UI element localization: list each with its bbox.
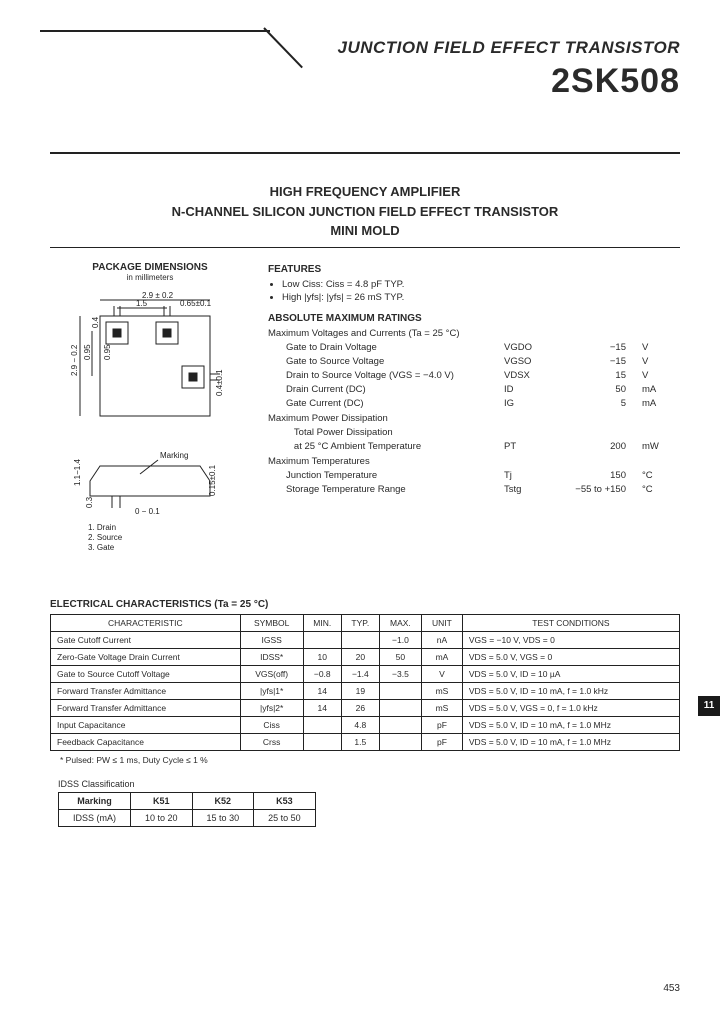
cls-row-label: IDSS (mA)	[59, 809, 131, 826]
mid-section: PACKAGE DIMENSIONS in millimeters	[50, 262, 680, 569]
svg-text:0 − 0.1: 0 − 0.1	[135, 507, 160, 516]
page-number: 453	[663, 983, 680, 994]
cls-col-header: K53	[254, 792, 316, 809]
table-row: Gate to Source Cutoff VoltageVGS(off)−0.…	[51, 665, 680, 682]
classification-table: MarkingK51K52K53 IDSS (mA)10 to 2015 to …	[58, 792, 316, 827]
elec-col-header: TEST CONDITIONS	[462, 614, 679, 631]
subtitle-rule	[50, 247, 680, 248]
amr-voltages-table: Gate to Drain VoltageVGDO−15VGate to Sou…	[268, 341, 680, 411]
subtitle: HIGH FREQUENCY AMPLIFIER N-CHANNEL SILIC…	[50, 182, 680, 241]
feature-item: High |yfs|: |yfs| = 26 mS TYP.	[282, 292, 680, 303]
elec-col-header: CHARACTERISTIC	[51, 614, 241, 631]
spec-column: FEATURES Low Ciss: Ciss = 4.8 pF TYP. Hi…	[268, 262, 680, 569]
svg-text:2.9 − 0.2: 2.9 − 0.2	[70, 344, 79, 376]
elec-col-header: MAX.	[379, 614, 421, 631]
amr-heading: ABSOLUTE MAXIMUM RATINGS	[268, 313, 680, 324]
svg-text:0.4: 0.4	[91, 316, 100, 328]
features-list: Low Ciss: Ciss = 4.8 pF TYP. High |yfs|:…	[268, 279, 680, 303]
table-row: Zero-Gate Voltage Drain CurrentIDSS*1020…	[51, 648, 680, 665]
svg-text:0.15±0.1: 0.15±0.1	[208, 464, 217, 496]
svg-text:0.4±0.1: 0.4±0.1	[215, 368, 224, 395]
elec-table: CHARACTERISTICSYMBOLMIN.TYP.MAX.UNITTEST…	[50, 614, 680, 751]
cls-cell: 25 to 50	[254, 809, 316, 826]
header-decoration	[40, 30, 270, 78]
svg-text:3. Gate: 3. Gate	[88, 543, 115, 552]
svg-text:1.5: 1.5	[136, 299, 148, 308]
subtitle-line-1: HIGH FREQUENCY AMPLIFIER	[50, 182, 680, 202]
elec-col-header: MIN.	[303, 614, 341, 631]
svg-text:0.65±0.1: 0.65±0.1	[180, 299, 212, 308]
cls-cell: 15 to 30	[192, 809, 254, 826]
svg-text:0.95: 0.95	[103, 343, 112, 359]
table-row: Gate Cutoff CurrentIGSS−1.0nAVGS = −10 V…	[51, 631, 680, 648]
elec-heading: ELECTRICAL CHARACTERISTICS (Ta = 25 °C)	[50, 599, 680, 610]
elec-footnote: * Pulsed: PW ≤ 1 ms, Duty Cycle ≤ 1 %	[60, 755, 680, 765]
table-row: Input CapacitanceCiss4.8pFVDS = 5.0 V, I…	[51, 716, 680, 733]
elec-col-header: TYP.	[341, 614, 379, 631]
amr-condition: Maximum Voltages and Currents (Ta = 25 °…	[268, 328, 680, 339]
cls-col-header: Marking	[59, 792, 131, 809]
package-column: PACKAGE DIMENSIONS in millimeters	[50, 262, 250, 569]
datasheet-page: JUNCTION FIELD EFFECT TRANSISTOR 2SK508 …	[0, 0, 720, 1012]
svg-text:1. Drain: 1. Drain	[88, 523, 116, 532]
subtitle-line-2: N-CHANNEL SILICON JUNCTION FIELD EFFECT …	[50, 202, 680, 222]
cls-col-header: K52	[192, 792, 254, 809]
table-row: Forward Transfer Admittance|yfs|1*1419mS…	[51, 682, 680, 699]
svg-text:1.1−1.4: 1.1−1.4	[73, 458, 82, 485]
package-unit: in millimeters	[50, 273, 250, 282]
svg-text:2. Source: 2. Source	[88, 533, 123, 542]
cls-cell: 10 to 20	[131, 809, 193, 826]
amr-temp-heading: Maximum Temperatures	[268, 456, 680, 467]
feature-item: Low Ciss: Ciss = 4.8 pF TYP.	[282, 279, 680, 290]
features-heading: FEATURES	[268, 264, 680, 275]
svg-text:0.3: 0.3	[85, 496, 94, 508]
package-diagram: 2.9 ± 0.2 1.5 0.65±0.1 2.9 − 0.2 0.95 0.…	[50, 286, 250, 566]
package-title: PACKAGE DIMENSIONS	[50, 262, 250, 273]
svg-text:0.95: 0.95	[83, 343, 92, 359]
section-tab: 11	[698, 696, 720, 716]
classification-heading: IDSS Classification	[58, 779, 680, 789]
header: JUNCTION FIELD EFFECT TRANSISTOR 2SK508	[50, 30, 680, 154]
amr-power-heading: Maximum Power Dissipation	[268, 413, 680, 424]
svg-text:Marking: Marking	[160, 451, 188, 460]
cls-col-header: K51	[131, 792, 193, 809]
table-row: Forward Transfer Admittance|yfs|2*1426mS…	[51, 699, 680, 716]
header-rule	[50, 152, 680, 154]
part-number: 2SK508	[551, 62, 680, 101]
amr-temp-table: Junction TemperatureTj150°CStorage Tempe…	[268, 469, 680, 497]
elec-col-header: SYMBOL	[240, 614, 303, 631]
elec-col-header: UNIT	[422, 614, 463, 631]
table-row: Feedback CapacitanceCrss1.5pFVDS = 5.0 V…	[51, 733, 680, 750]
amr-power-table: Total Power Dissipation at 25 °C Ambient…	[268, 426, 680, 454]
subtitle-line-3: MINI MOLD	[50, 221, 680, 241]
category-title: JUNCTION FIELD EFFECT TRANSISTOR	[338, 38, 680, 58]
